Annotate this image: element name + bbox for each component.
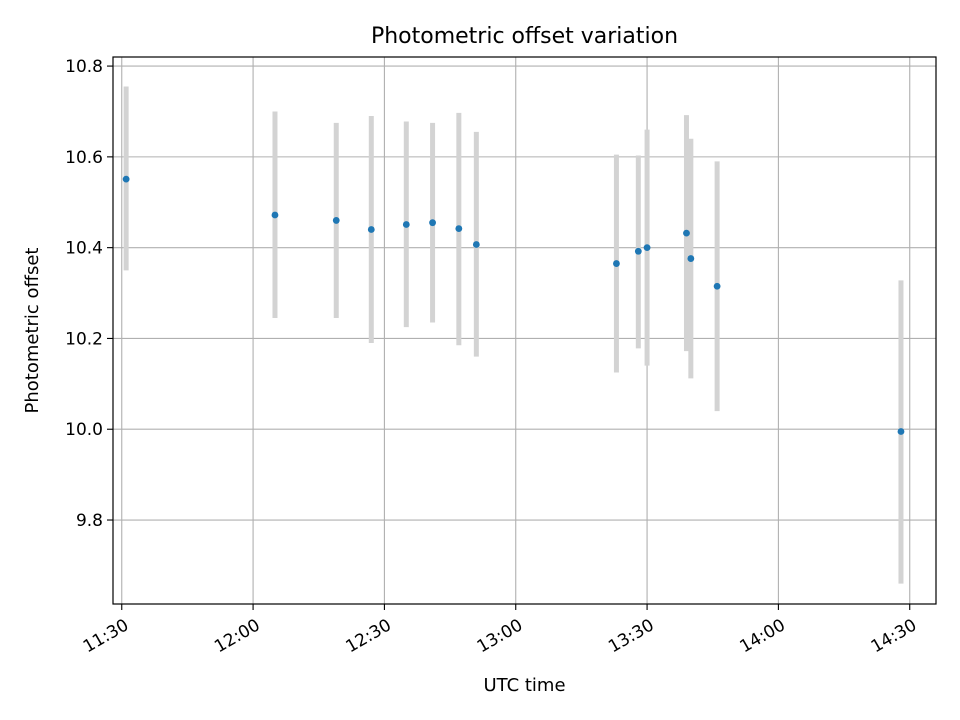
y-tick-label: 10.0 xyxy=(65,420,103,440)
y-tick-label: 10.2 xyxy=(65,329,103,349)
data-point xyxy=(271,211,279,219)
data-points xyxy=(122,175,905,435)
y-tick-label: 9.8 xyxy=(76,511,103,531)
data-point xyxy=(687,255,695,262)
data-point xyxy=(897,428,905,435)
data-point xyxy=(429,219,436,227)
chart-title: Photometric offset variation xyxy=(371,24,678,49)
data-point xyxy=(683,229,690,237)
data-point xyxy=(122,175,130,183)
data-point xyxy=(472,241,480,248)
y-axis-ticks: 9.8 10.0 10.2 10.4 10.6 10.8 xyxy=(65,57,113,531)
x-axis-label: UTC time xyxy=(483,675,565,696)
data-point xyxy=(367,226,375,233)
plot-frame xyxy=(112,56,937,605)
y-axis-label: Photometric offset xyxy=(22,248,43,414)
data-point xyxy=(634,247,642,255)
y-tick-label: 10.4 xyxy=(65,239,103,259)
y-tick-label: 10.8 xyxy=(65,57,103,77)
data-point xyxy=(613,260,620,267)
data-point xyxy=(713,282,721,290)
data-point xyxy=(332,217,340,224)
data-point xyxy=(643,244,651,252)
y-tick-label: 10.6 xyxy=(65,148,103,168)
data-point xyxy=(402,221,410,228)
data-point xyxy=(455,225,463,232)
